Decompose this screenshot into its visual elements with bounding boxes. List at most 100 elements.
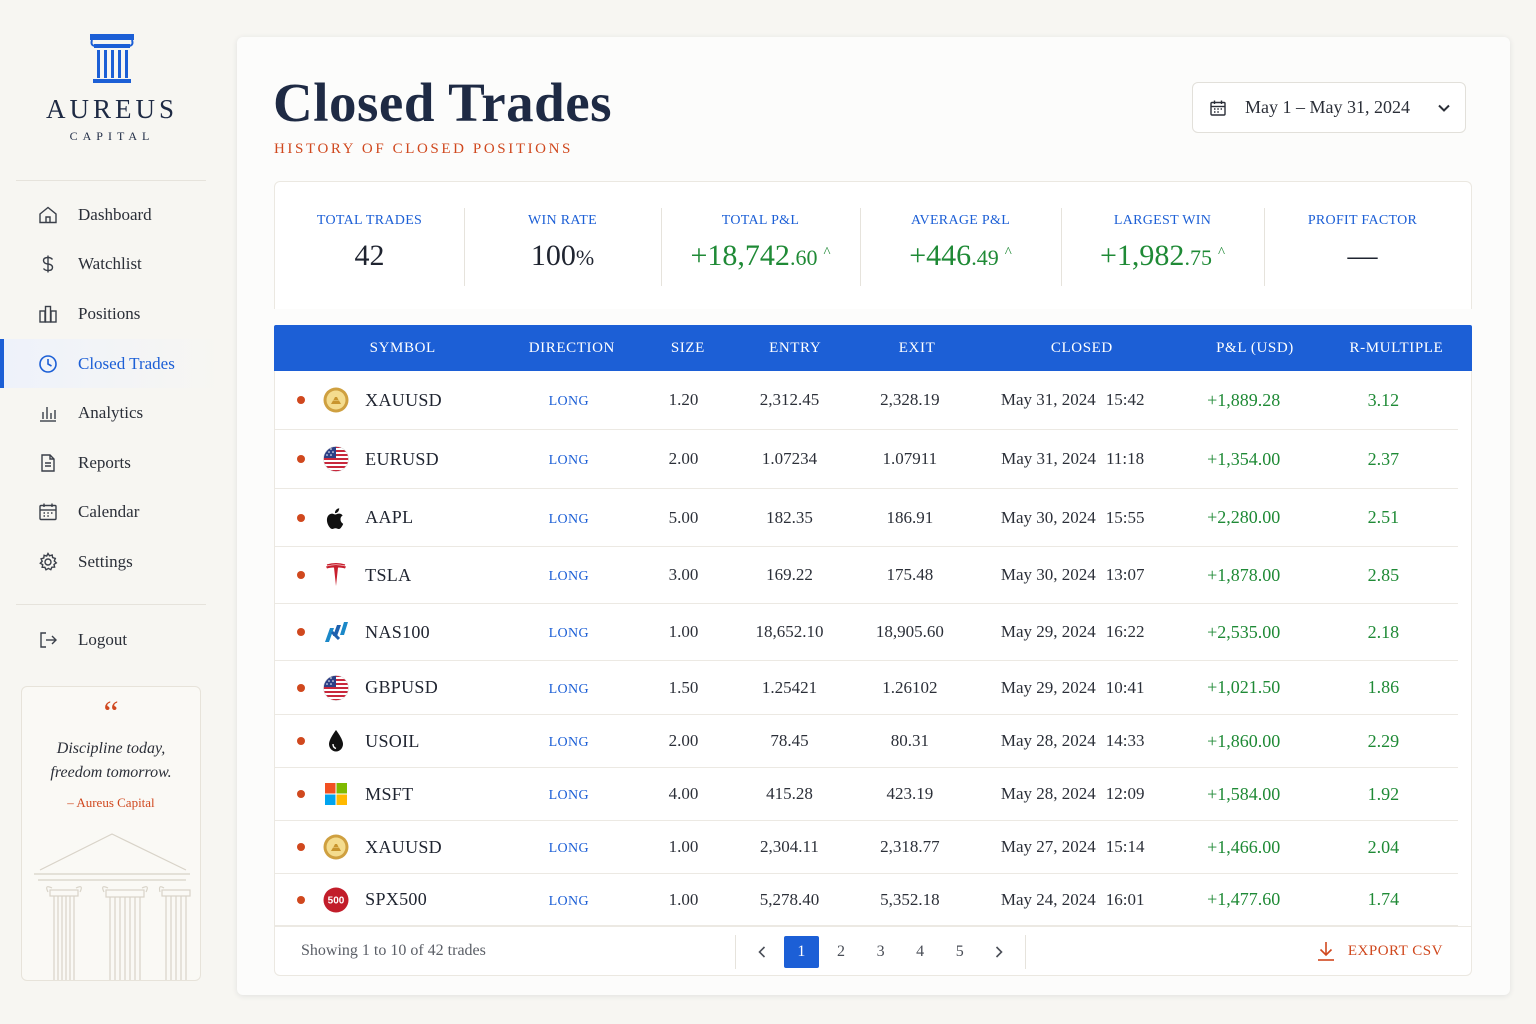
row-marker: [275, 455, 323, 463]
sidebar-item-label: Positions: [78, 303, 141, 323]
direction-cell: LONG: [497, 784, 642, 804]
page-button-3[interactable]: 3: [876, 943, 885, 960]
col-size[interactable]: SIZE: [670, 339, 705, 356]
sidebar-item-positions[interactable]: Positions: [0, 289, 222, 339]
spx500-icon: 500: [323, 887, 349, 913]
closed-date: May 28, 2024: [1000, 784, 1096, 803]
symbol-text: XAUUSD: [365, 836, 442, 857]
row-marker: [275, 513, 323, 522]
page-button-1[interactable]: 1: [783, 936, 819, 968]
row-marker: [275, 790, 323, 798]
closed-date: May 29, 2024: [1000, 677, 1096, 697]
table-row[interactable]: XAUUSD LONG 1.00 2,304.11 2,318.77 May 27, 20…: [275, 821, 1458, 874]
gear-icon: [38, 552, 58, 572]
closed-time: 16:01: [1105, 889, 1145, 909]
date-range-picker[interactable]: May 1 – May 31, 2024: [1192, 82, 1466, 133]
col-direction[interactable]: DIRECTION: [528, 339, 615, 356]
table-row[interactable]: NAS100 LONG 1.00 18,652.10 18,905.60 May 29, …: [275, 604, 1458, 661]
chevron-right-icon: [994, 945, 1004, 959]
page-button-5[interactable]: 5: [955, 943, 964, 960]
table-row[interactable]: MSFT LONG 4.00 415.28 423.19 May 28, 2024 12:0…: [275, 768, 1458, 821]
entry-cell: 169.22: [766, 565, 813, 584]
entry-cell: 1.25421: [761, 677, 818, 697]
row-marker: [275, 895, 323, 904]
prev-page-button[interactable]: [744, 936, 779, 968]
closed-date: May 27, 2024: [1000, 837, 1096, 856]
quote-author: – Aureus Capital: [67, 795, 155, 810]
col-symbol[interactable]: SYMBOL: [369, 339, 436, 356]
page-button-4[interactable]: 4: [916, 943, 925, 960]
col-exit[interactable]: EXIT: [898, 339, 936, 356]
brand-logo[interactable]: AUREUS CAPITAL: [30, 32, 194, 144]
row-marker: [275, 737, 323, 745]
closed-date: May 30, 2024: [1000, 507, 1096, 527]
col-entry[interactable]: ENTRY: [769, 339, 822, 356]
table-row[interactable]: USOIL LONG 2.00 78.45 80.31 May 28, 2024 14:33…: [275, 715, 1458, 768]
symbol-text: NAS100: [365, 621, 430, 642]
status-dot: [296, 843, 305, 851]
closed-time: 10:41: [1105, 677, 1145, 697]
sidebar-item-dashboard[interactable]: Dashboard: [0, 190, 222, 240]
pnl-value: +1,584.00: [1207, 783, 1281, 804]
stat-value-main: 100: [530, 239, 576, 272]
symbol-cell: NAS100: [323, 619, 496, 645]
sidebar-item-settings[interactable]: Settings: [0, 537, 222, 587]
symbol-text: AAPL: [365, 507, 414, 527]
gold-icon: [323, 834, 349, 860]
stat-win-rate: WIN RATE 100%: [464, 208, 661, 286]
stat-value: +446.49 ^: [860, 239, 1061, 273]
table-row[interactable]: GBPUSD LONG 1.50 1.25421 1.26102 May 29, 2024…: [275, 661, 1458, 715]
row-marker: [275, 843, 323, 851]
col-pnl[interactable]: P&L (USD): [1216, 339, 1294, 356]
stat-value-main: —: [1347, 239, 1378, 272]
gold-icon: [323, 387, 349, 413]
page-button-2[interactable]: 2: [836, 943, 845, 960]
sidebar-item-analytics[interactable]: Analytics: [0, 388, 222, 438]
status-dot: [296, 628, 305, 636]
table-row[interactable]: AAPL LONG 5.00 182.35 186.91 May 30, 2024 15:5…: [275, 489, 1458, 547]
table-row[interactable]: EURUSD LONG 2.00 1.07234 1.07911 May 31, 2024…: [275, 430, 1458, 489]
entry-cell: 1.07234: [761, 449, 818, 468]
col-r-multiple[interactable]: R-MULTIPLE: [1349, 339, 1444, 356]
stat-value: 42: [275, 239, 464, 273]
table-row[interactable]: XAUUSD LONG 1.20 2,312.45 2,328.19 May 31, 20…: [275, 371, 1458, 430]
entry-cell: 182.35: [766, 507, 813, 527]
dollar-icon: [38, 254, 58, 274]
stat-average-p-l: AVERAGE P&L +446.49 ^: [860, 208, 1061, 286]
exit-cell: 80.31: [890, 731, 929, 750]
closed-time: 15:42: [1105, 390, 1145, 409]
stat-value: —: [1264, 239, 1461, 273]
trend-up-icon: ^: [823, 245, 831, 261]
table-row[interactable]: TSLA LONG 3.00 169.22 175.48 May 30, 2024 13:0…: [275, 547, 1458, 604]
stat-label: PROFIT FACTOR: [1307, 213, 1418, 228]
stat-value: +18,742.60 ^: [661, 239, 860, 273]
symbol-text: TSLA: [365, 564, 412, 585]
pnl-cell: +1,878.00: [1179, 565, 1309, 586]
r-multiple-cell: 2.51: [1309, 507, 1458, 528]
pnl-value: +2,280.00: [1207, 507, 1281, 527]
export-csv-button[interactable]: EXPORT CSV: [1316, 940, 1443, 962]
sidebar-item-reports[interactable]: Reports: [0, 438, 222, 488]
direction-cell: LONG: [497, 678, 642, 698]
logout-icon: [38, 630, 58, 650]
sidebar-item-calendar[interactable]: Calendar: [0, 488, 222, 538]
direction-cell: LONG: [497, 508, 642, 528]
direction-cell: LONG: [497, 731, 642, 751]
home-icon: [38, 205, 58, 225]
pnl-value: +1,354.00: [1207, 448, 1281, 469]
next-page-button[interactable]: [982, 936, 1017, 968]
sidebar-item-closed-trades[interactable]: Closed Trades: [0, 338, 222, 389]
sidebar-item-watchlist[interactable]: Watchlist: [0, 240, 222, 290]
spx500-icon-label: 500: [328, 895, 345, 906]
logout-button[interactable]: Logout: [0, 615, 222, 665]
entry-cell: 78.45: [770, 731, 809, 750]
stat-value-decimal: .75: [1184, 245, 1212, 270]
pnl-value: +1,477.60: [1207, 889, 1281, 909]
exit-cell: 423.19: [886, 784, 934, 803]
status-dot: [296, 513, 305, 522]
table-row[interactable]: 500 SPX500 LONG 1.00 5,278.40 5,352.18 May 24,…: [275, 874, 1458, 926]
r-multiple-cell: 3.12: [1309, 390, 1458, 411]
col-closed[interactable]: CLOSED: [1050, 339, 1113, 356]
stat-value-decimal: %: [575, 245, 595, 270]
closed-cell: May 29, 2024 16:22: [967, 622, 1179, 642]
